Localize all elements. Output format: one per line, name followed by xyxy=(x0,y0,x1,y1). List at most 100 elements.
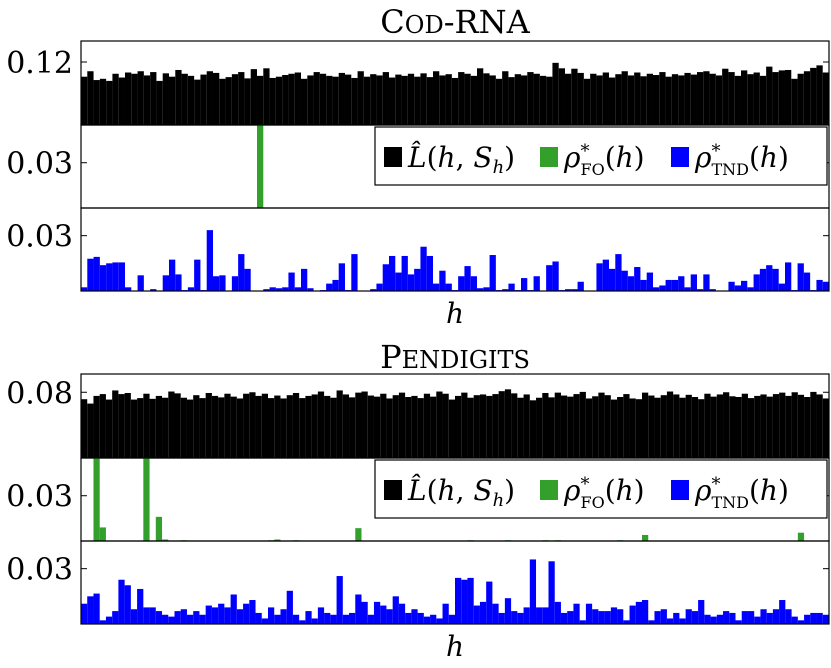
bar xyxy=(131,73,138,125)
bar xyxy=(604,395,611,458)
bar xyxy=(691,611,699,624)
bar xyxy=(634,267,641,291)
bar xyxy=(292,614,300,624)
legend-label: ρ* FO(h) xyxy=(563,141,645,179)
bar xyxy=(244,268,251,291)
bar xyxy=(716,394,724,458)
bar xyxy=(646,272,653,291)
bar xyxy=(583,78,591,125)
bar xyxy=(504,598,512,624)
bar xyxy=(250,69,257,125)
bar xyxy=(433,71,440,125)
bar xyxy=(797,263,804,291)
bar xyxy=(150,289,157,291)
bar xyxy=(571,289,578,291)
bar xyxy=(766,396,773,458)
bar xyxy=(704,393,711,458)
bar xyxy=(81,399,88,458)
bar xyxy=(560,395,568,458)
bar xyxy=(685,394,692,458)
bar xyxy=(816,279,823,291)
bar xyxy=(747,74,754,125)
bar xyxy=(137,71,144,125)
bar xyxy=(822,614,829,624)
bar xyxy=(257,75,264,125)
bar xyxy=(238,72,245,125)
bar xyxy=(567,396,574,458)
bar xyxy=(307,288,314,291)
bar xyxy=(703,71,710,125)
bar xyxy=(498,612,505,624)
bar xyxy=(280,609,287,624)
bar xyxy=(529,400,537,458)
bar xyxy=(492,394,499,458)
bar xyxy=(99,527,106,541)
bar xyxy=(224,607,231,624)
bar xyxy=(143,607,150,624)
bar xyxy=(423,616,431,624)
bar xyxy=(238,254,245,291)
bar xyxy=(299,620,306,624)
bar xyxy=(414,268,421,291)
bar xyxy=(230,594,237,624)
bar xyxy=(143,75,151,125)
legend-label: ρ* TND(h) xyxy=(694,141,789,179)
bar xyxy=(349,612,356,624)
bar xyxy=(125,72,132,125)
bar xyxy=(585,398,593,458)
bar xyxy=(155,395,163,458)
panel-L: 0.12 xyxy=(6,40,830,126)
bar xyxy=(112,390,119,458)
bar xyxy=(552,261,559,291)
bar xyxy=(573,603,580,624)
bar xyxy=(261,618,268,624)
bar xyxy=(317,607,325,624)
bar xyxy=(363,76,371,125)
bar xyxy=(351,254,358,291)
bar xyxy=(467,397,474,458)
bar xyxy=(666,391,674,458)
bar xyxy=(230,396,237,458)
bar xyxy=(130,609,138,624)
bar xyxy=(698,399,705,458)
bar xyxy=(168,391,175,458)
bar xyxy=(604,611,611,624)
bar xyxy=(648,395,655,458)
bar xyxy=(511,393,518,458)
bar xyxy=(181,73,188,125)
bar xyxy=(211,607,219,624)
bar xyxy=(536,607,543,624)
bar xyxy=(458,72,465,125)
bar xyxy=(504,389,512,458)
bar xyxy=(186,399,194,458)
bar xyxy=(351,77,358,125)
bar xyxy=(635,601,642,624)
bar xyxy=(430,614,437,624)
bar xyxy=(822,281,829,291)
bar xyxy=(231,74,239,125)
legend-swatch xyxy=(540,147,558,167)
bar xyxy=(542,392,549,458)
bar xyxy=(659,72,666,125)
bar xyxy=(155,516,163,541)
bar xyxy=(766,265,773,291)
bar xyxy=(546,265,553,291)
bar xyxy=(206,230,213,291)
bar xyxy=(654,611,661,624)
bar xyxy=(455,395,462,458)
bar xyxy=(194,79,201,125)
bar xyxy=(174,393,181,458)
bar xyxy=(317,391,325,458)
bar xyxy=(741,70,748,125)
bar xyxy=(785,609,792,624)
bar xyxy=(486,395,493,458)
y-tick-label: 0.03 xyxy=(6,220,73,255)
bar xyxy=(187,287,195,291)
bar xyxy=(772,394,780,458)
bar xyxy=(508,77,515,125)
bar xyxy=(514,74,521,125)
bar xyxy=(219,275,226,291)
bar xyxy=(342,614,350,624)
bar xyxy=(336,576,343,624)
y-tick-label: 0.08 xyxy=(6,376,73,411)
